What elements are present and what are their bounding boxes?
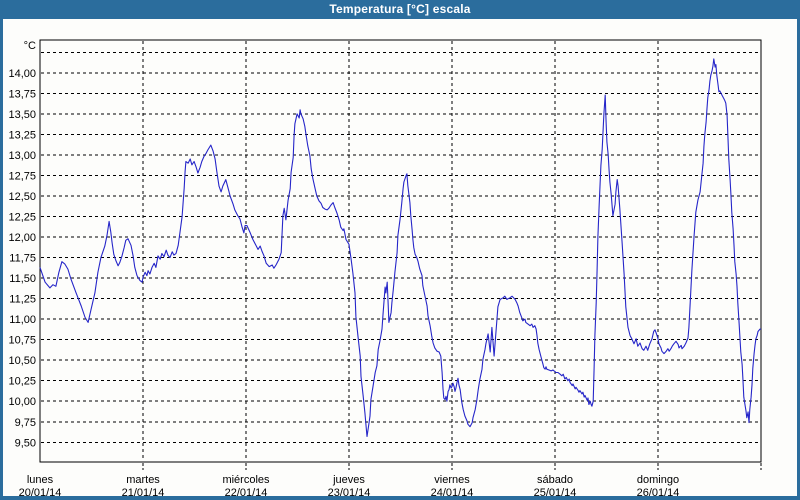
y-tick-label: 11,25 (9, 294, 36, 306)
x-day-name-label: sábado (537, 474, 573, 486)
y-tick-label: 11,00 (9, 314, 36, 326)
y-tick-label: 11,50 (9, 273, 36, 285)
x-day-date-label: 20/01/14 (19, 487, 62, 496)
y-tick-label: 10,25 (8, 376, 36, 388)
y-tick-label: 13,25 (8, 129, 36, 141)
temperature-chart: °C 14,00 13,75 13,50 13,25 13,00 12,75 12,50 12,… (8, 39, 762, 499)
x-day-date-label: 26/01/14 (637, 487, 680, 496)
y-tick-label: 12,00 (8, 232, 36, 244)
window-titlebar: Temperatura [°C] escala (0, 0, 800, 19)
y-tick-label: 13,00 (8, 150, 36, 162)
x-day-date-label: 23/01/14 (328, 487, 371, 496)
plot-border (39, 39, 762, 463)
x-day-name-label: lunes (27, 474, 54, 486)
y-tick-label: 10,00 (8, 396, 36, 408)
y-tick-label: 12,25 (8, 212, 36, 224)
chart-client-area: °C 14,00 13,75 13,50 13,25 13,00 12,75 12,50 12,… (3, 19, 797, 499)
x-day-name-label: domingo (637, 474, 679, 486)
x-day-name-label: miércoles (222, 474, 270, 486)
y-tick-label: 12,75 (8, 170, 36, 182)
x-day-date-label: 25/01/14 (534, 487, 577, 496)
x-day-name-label: martes (126, 474, 160, 486)
x-day-date-label: 24/01/14 (431, 487, 474, 496)
x-day-name-label: jueves (332, 474, 365, 486)
window-title: Temperatura [°C] escala (329, 2, 471, 16)
x-day-date-label: 21/01/14 (122, 487, 165, 496)
x-day-date-label: 22/01/14 (225, 487, 268, 496)
y-tick-label: 13,75 (8, 88, 36, 100)
temperature-line (39, 58, 761, 438)
y-tick-label: 10,50 (8, 355, 36, 367)
y-tick-label: 11,75 (9, 253, 36, 265)
y-tick-label: 9,75 (15, 417, 36, 429)
y-tick-label: 14,00 (8, 68, 36, 80)
y-tick-label: 12,50 (8, 191, 36, 203)
y-tick-label: 10,75 (8, 335, 36, 347)
y-tick-label: 13,50 (8, 109, 36, 121)
x-day-name-label: viernes (434, 474, 470, 486)
y-axis-unit-label: °C (24, 40, 36, 52)
y-tick-label: 9,50 (15, 437, 36, 449)
